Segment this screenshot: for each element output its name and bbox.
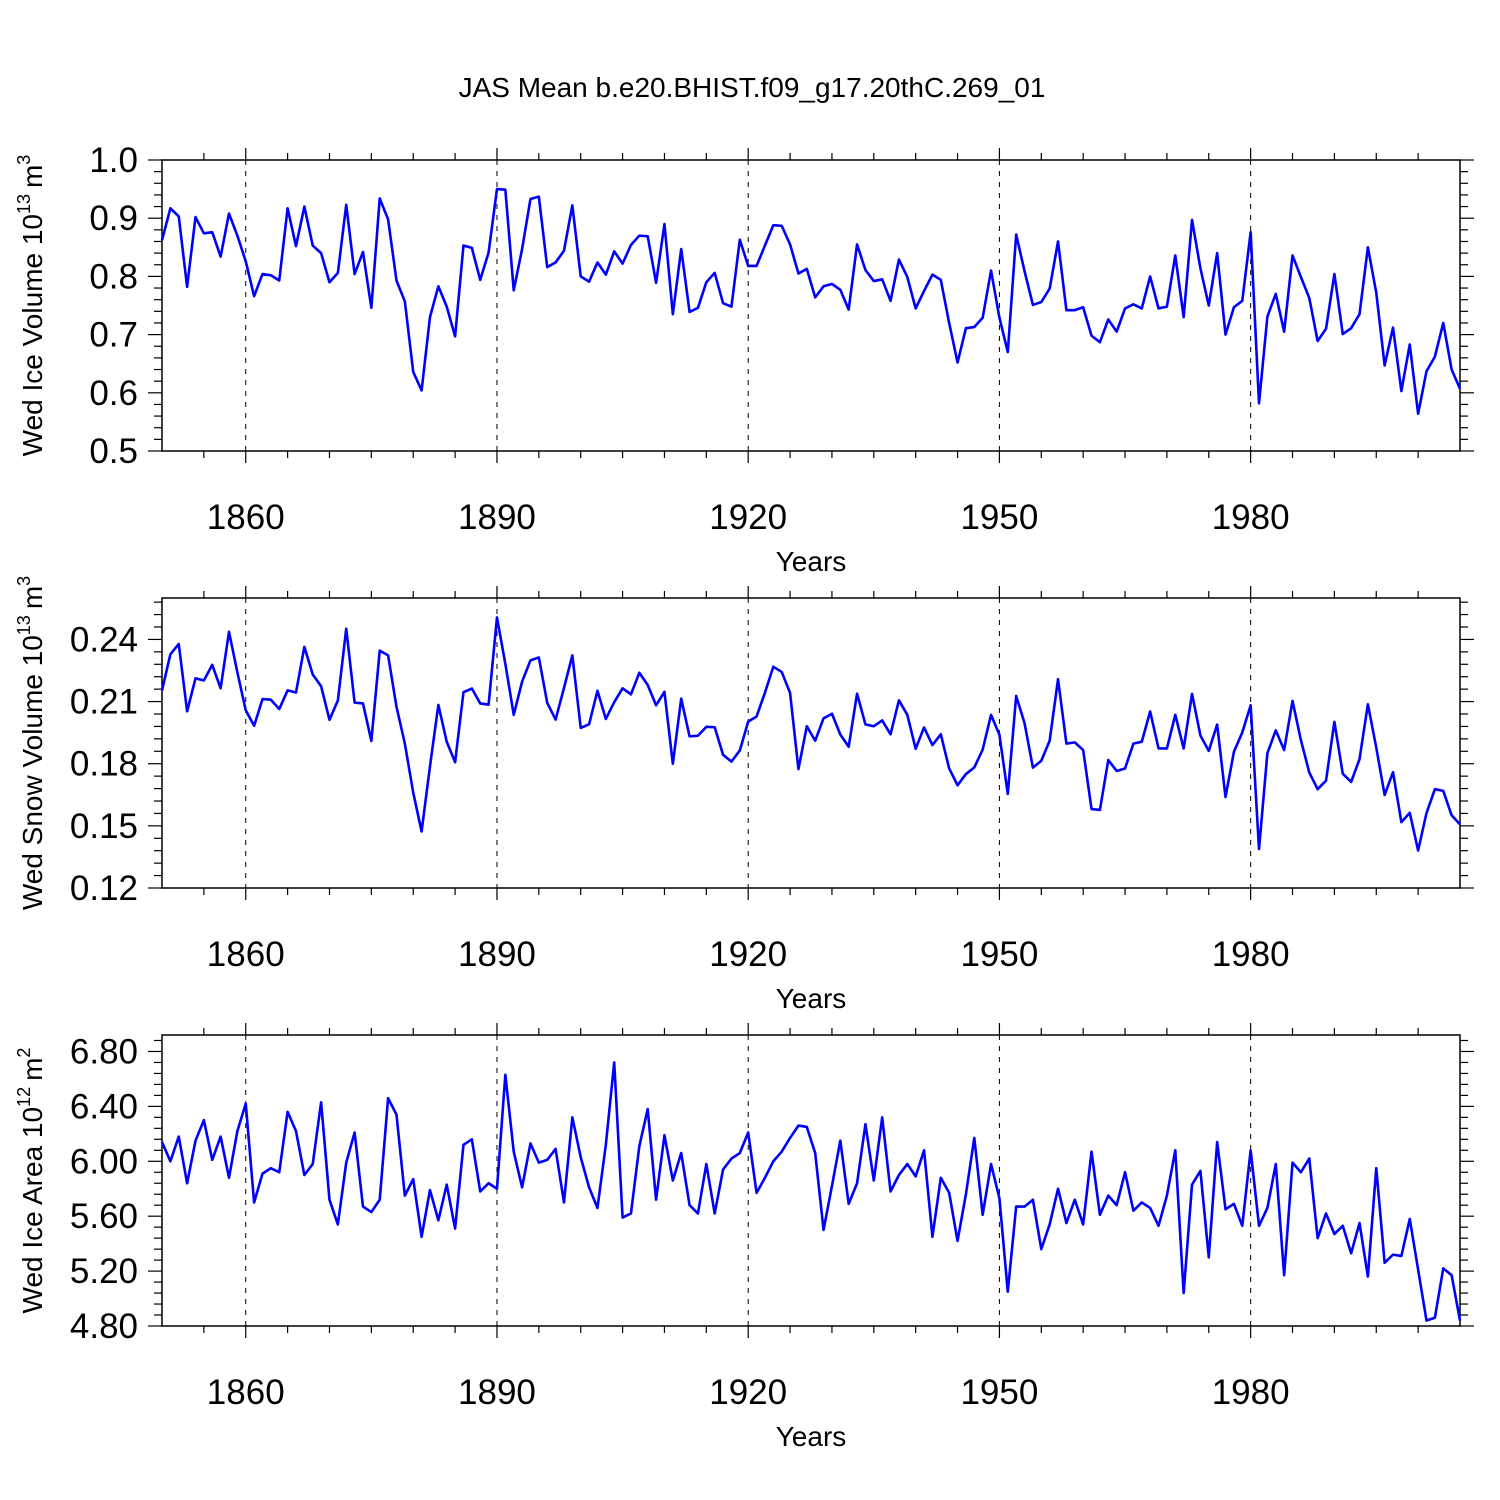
y-tick-label: 5.20 [70, 1252, 138, 1291]
x-tick-label: 1980 [1212, 935, 1290, 974]
y-axis-label-exponent: 12 [14, 1087, 34, 1107]
x-tick-label: 1920 [709, 935, 787, 974]
x-tick-label: 1980 [1212, 1373, 1290, 1412]
x-tick-label: 1920 [709, 1373, 787, 1412]
figure-title: JAS Mean b.e20.BHIST.f09_g17.20thC.269_0… [459, 72, 1046, 103]
y-tick-label: 0.5 [89, 432, 138, 471]
x-tick-label: 1890 [458, 1373, 536, 1412]
x-tick-label: 1860 [207, 935, 285, 974]
plot-frame [161, 597, 1461, 889]
x-tick-label: 1890 [458, 935, 536, 974]
x-tick-label: 1890 [458, 498, 536, 537]
y-axis-label-exponent: 13 [14, 615, 34, 635]
y-tick-label: 0.24 [70, 620, 138, 659]
y-tick-label: 6.40 [70, 1087, 138, 1126]
y-tick-label: 0.9 [89, 199, 138, 238]
y-tick-label: 0.21 [70, 683, 138, 722]
x-axis-label: Years [776, 1421, 847, 1452]
y-tick-label: 0.8 [89, 257, 138, 296]
y-axis-label-main: Wed Snow Volume 10 [17, 635, 48, 910]
x-tick-label: 1950 [960, 935, 1038, 974]
y-tick-label: 1.0 [89, 141, 138, 180]
x-tick-label: 1860 [207, 498, 285, 537]
y-tick-label: 0.15 [70, 807, 138, 846]
y-axis-label: Wed Snow Volume 1013 m3 [14, 576, 48, 910]
chart-panel-1: 0.5 0.6 0.7 0.8 0.9 1.0 1860 1890 1920 1950 1980 Ye… [14, 141, 1474, 577]
y-axis-label: Wed Ice Area 1012 m2 [14, 1048, 48, 1314]
y-axis-label-unit-exponent: 2 [14, 1048, 34, 1058]
y-tick-label: 4.80 [70, 1307, 138, 1346]
y-axis-label-main: Wed Ice Area 10 [17, 1107, 48, 1314]
x-tick-label: 1950 [960, 1373, 1038, 1412]
y-axis-label-unit: m [17, 165, 48, 188]
series-line-wed-ice-area [160, 1061, 1462, 1322]
y-axis-label-unit-exponent: 3 [14, 576, 34, 586]
series-line-wed-ice-volume [160, 187, 1462, 416]
x-axis-label: Years [776, 983, 847, 1014]
x-tick-label: 1860 [207, 1373, 285, 1412]
y-axis-label-exponent: 13 [14, 194, 34, 214]
y-axis-label-unit: m [17, 1058, 48, 1081]
series-line-wed-snow-volume [160, 616, 1461, 852]
plot-frame [161, 1034, 1461, 1327]
panels: 0.5 0.6 0.7 0.8 0.9 1.0 1860 1890 1920 1950 1980 Ye… [14, 141, 1474, 1452]
x-axis-label: Years [776, 546, 847, 577]
y-tick-label: 5.60 [70, 1197, 138, 1236]
plot-frame [161, 159, 1461, 452]
y-axis-label-main: Wed Ice Volume 10 [17, 214, 48, 456]
y-tick-label: 0.12 [70, 869, 138, 908]
y-tick-label: 0.18 [70, 745, 138, 784]
y-axis-label-unit-exponent: 3 [14, 155, 34, 165]
chart-panel-2: 0.12 0.15 0.18 0.21 0.24 1860 1890 1920 1950 1980… [14, 576, 1474, 1014]
y-axis-label-unit: m [17, 586, 48, 609]
x-tick-label: 1920 [709, 498, 787, 537]
x-tick-label: 1950 [960, 498, 1038, 537]
chart-panel-3: 4.80 5.20 5.60 6.00 6.40 6.80 1860 1890 1920 1950… [14, 1023, 1474, 1452]
y-tick-label: 0.7 [89, 316, 138, 355]
x-tick-label: 1980 [1212, 498, 1290, 537]
y-tick-label: 6.80 [70, 1032, 138, 1071]
y-tick-label: 6.00 [70, 1142, 138, 1181]
y-axis-label: Wed Ice Volume 1013 m3 [14, 155, 48, 457]
y-tick-label: 0.6 [89, 374, 138, 413]
